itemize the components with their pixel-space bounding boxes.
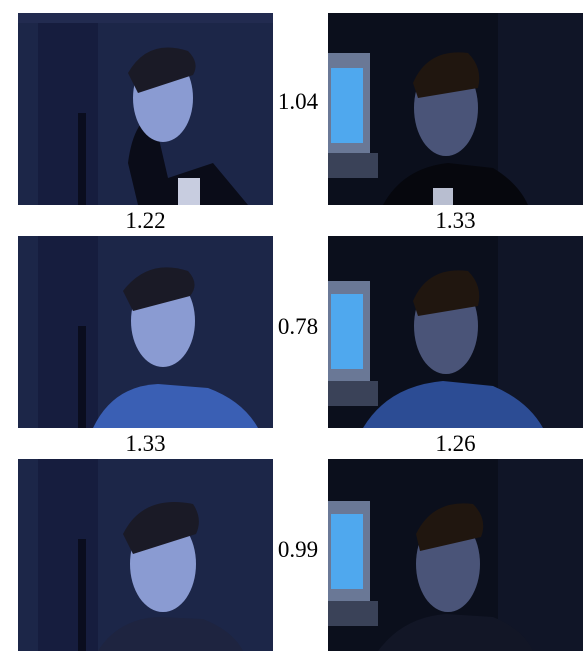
photo-row3-left [18,459,273,651]
center-value-row1: 1.04 [277,89,319,114]
center-value-row3: 0.99 [277,537,319,562]
photo-row1-left [18,13,273,205]
photo-row1-right [328,13,583,205]
center-value-row2: 0.78 [277,314,319,339]
photo-row2-right [328,236,583,428]
caption-row2-right: 1.26 [435,431,476,456]
photo-row3-right [328,459,583,651]
caption-row1-left: 1.22 [125,208,166,233]
caption-row1-right: 1.33 [435,208,476,233]
caption-row2-left: 1.33 [125,431,166,456]
photo-row2-left [18,236,273,428]
